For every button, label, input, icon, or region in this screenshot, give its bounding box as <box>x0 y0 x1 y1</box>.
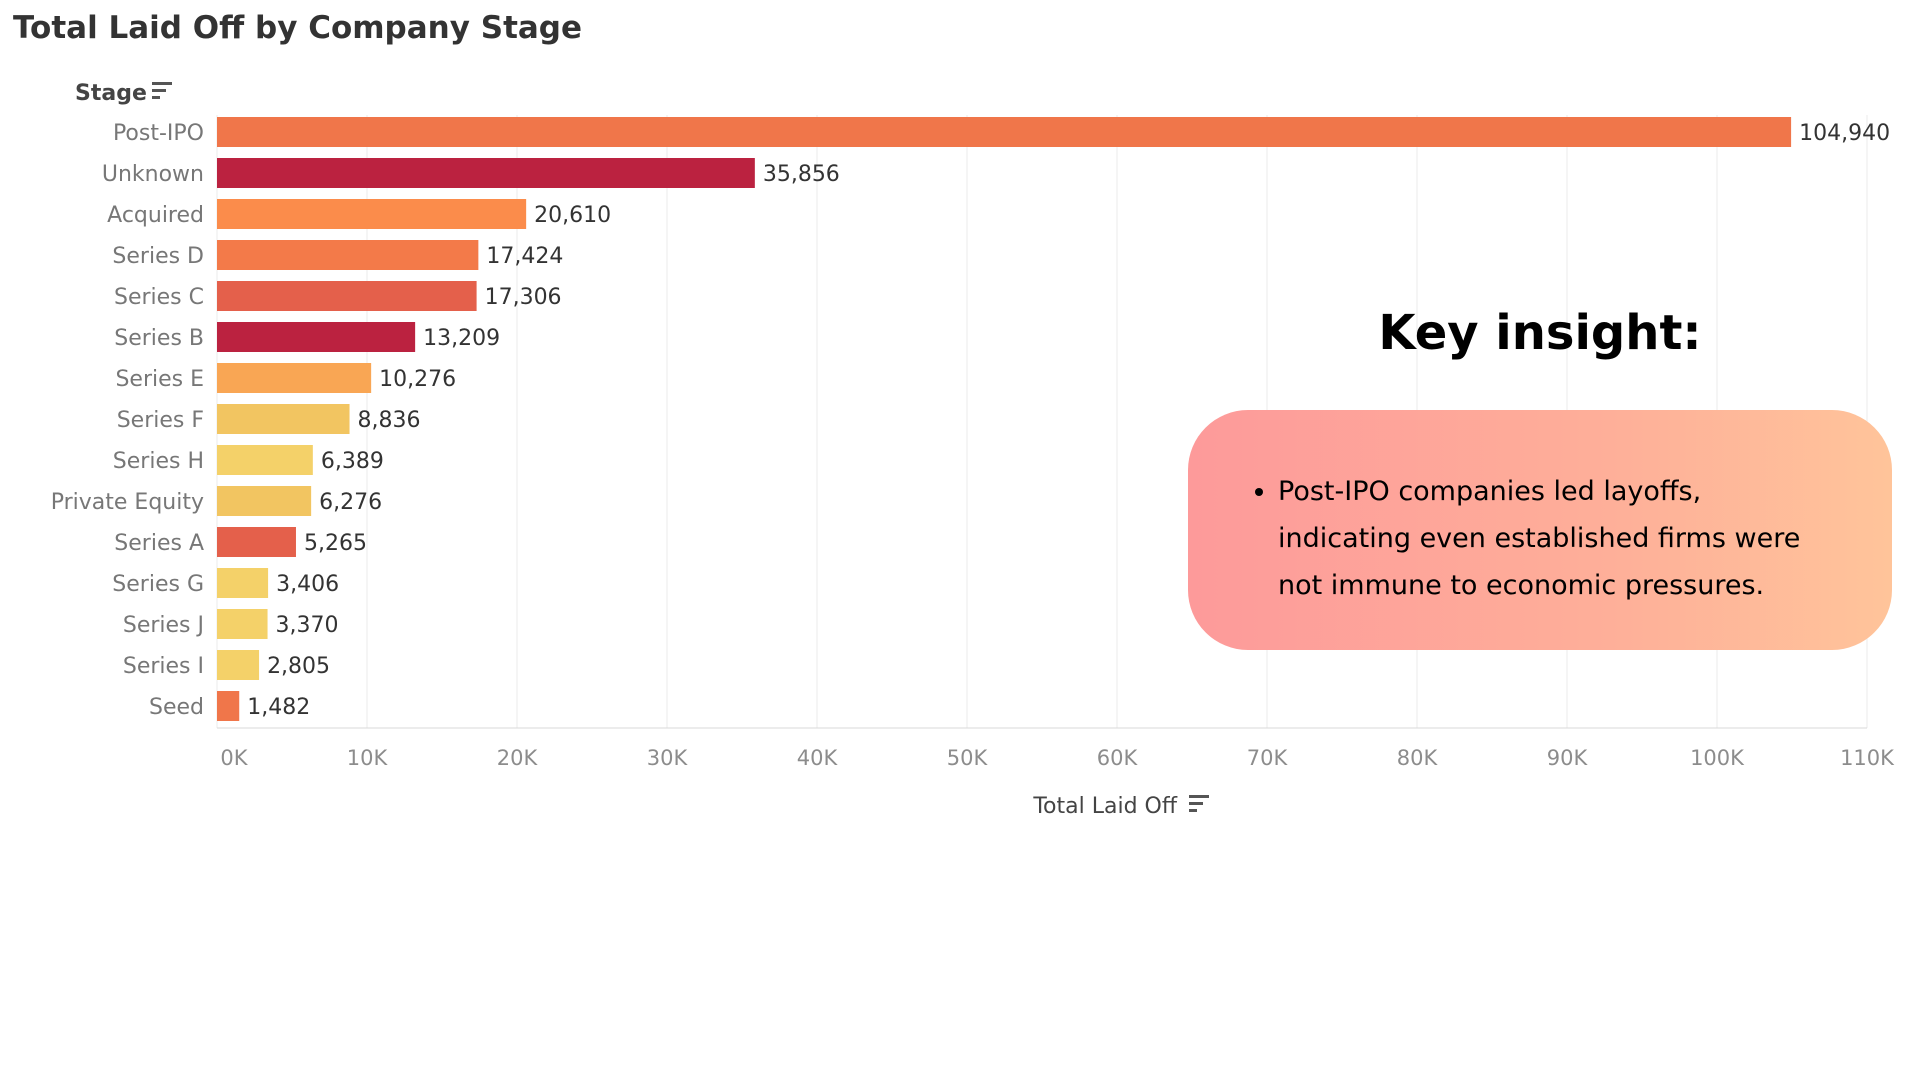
category-label: Private Equity <box>51 490 204 515</box>
bar[interactable] <box>217 281 477 311</box>
insight-box: Post-IPO companies led layoffs, indicati… <box>1188 410 1892 650</box>
x-tick-label: 110K <box>1840 746 1895 770</box>
x-tick-label: 50K <box>947 746 989 770</box>
category-label: Series H <box>113 449 204 474</box>
bar[interactable] <box>217 363 372 393</box>
bar[interactable] <box>217 691 240 721</box>
category-label: Unknown <box>102 162 204 187</box>
category-label: Series I <box>123 654 204 679</box>
x-tick-label: 90K <box>1547 746 1589 770</box>
bar[interactable] <box>217 486 312 516</box>
category-label: Series C <box>114 285 204 310</box>
sort-icon[interactable] <box>1189 795 1209 812</box>
stage-axis-header[interactable]: Stage <box>75 81 172 106</box>
x-tick-label: 0K <box>220 746 248 770</box>
x-tick-label: 40K <box>797 746 839 770</box>
category-label: Seed <box>149 695 204 720</box>
x-tick-label: 80K <box>1397 746 1439 770</box>
bar[interactable] <box>217 445 313 475</box>
category-label: Series F <box>117 408 204 433</box>
value-label: 6,389 <box>321 449 384 474</box>
category-label: Acquired <box>107 203 204 228</box>
insight-heading: Key insight: <box>1378 305 1702 361</box>
value-label: 20,610 <box>534 203 611 228</box>
bar[interactable] <box>217 240 479 270</box>
bars <box>217 117 1792 721</box>
x-tick-label: 10K <box>347 746 389 770</box>
category-label: Series B <box>114 326 204 351</box>
x-axis-label: Total Laid Off <box>1032 794 1177 819</box>
insight-bullet: Post-IPO companies led layoffs, indicati… <box>1278 468 1842 609</box>
category-label: Series J <box>123 613 204 638</box>
value-label: 2,805 <box>267 654 330 679</box>
bar[interactable] <box>217 609 268 639</box>
bar[interactable] <box>217 158 755 188</box>
insight-list: Post-IPO companies led layoffs, indicati… <box>1254 468 1842 609</box>
value-label: 104,940 <box>1799 121 1890 146</box>
x-axis-header[interactable]: Total Laid Off <box>1032 794 1209 819</box>
x-tick-label: 100K <box>1690 746 1745 770</box>
chart-title: Total Laid Off by Company Stage <box>13 10 583 46</box>
value-label: 10,276 <box>379 367 456 392</box>
category-label: Series G <box>112 572 204 597</box>
value-label: 3,406 <box>276 572 339 597</box>
bar[interactable] <box>217 527 296 557</box>
value-label: 17,306 <box>485 285 562 310</box>
value-label: 5,265 <box>304 531 367 556</box>
value-label: 6,276 <box>319 490 382 515</box>
labels: 0K 10K 20K 30K 40K 50K 60K 70K 80K 90K 100K 110K Pos… <box>51 121 1895 770</box>
category-label: Series A <box>114 531 204 556</box>
bar[interactable] <box>217 404 350 434</box>
value-label: 1,482 <box>247 695 310 720</box>
bar[interactable] <box>217 322 416 352</box>
x-tick-label: 60K <box>1097 746 1139 770</box>
x-tick-label: 20K <box>497 746 539 770</box>
value-label: 35,856 <box>763 162 840 187</box>
bar[interactable] <box>217 117 1792 147</box>
value-label: 13,209 <box>423 326 500 351</box>
category-label: Post-IPO <box>113 121 204 146</box>
bar[interactable] <box>217 199 527 229</box>
category-label: Series E <box>115 367 204 392</box>
value-label: 8,836 <box>358 408 421 433</box>
value-label: 3,370 <box>276 613 339 638</box>
bar[interactable] <box>217 650 260 680</box>
bar[interactable] <box>217 568 269 598</box>
x-tick-label: 30K <box>647 746 689 770</box>
y-axis-label: Stage <box>75 81 147 106</box>
value-label: 17,424 <box>486 244 563 269</box>
category-label: Series D <box>112 244 204 269</box>
x-tick-label: 70K <box>1247 746 1289 770</box>
sort-icon[interactable] <box>152 82 172 99</box>
